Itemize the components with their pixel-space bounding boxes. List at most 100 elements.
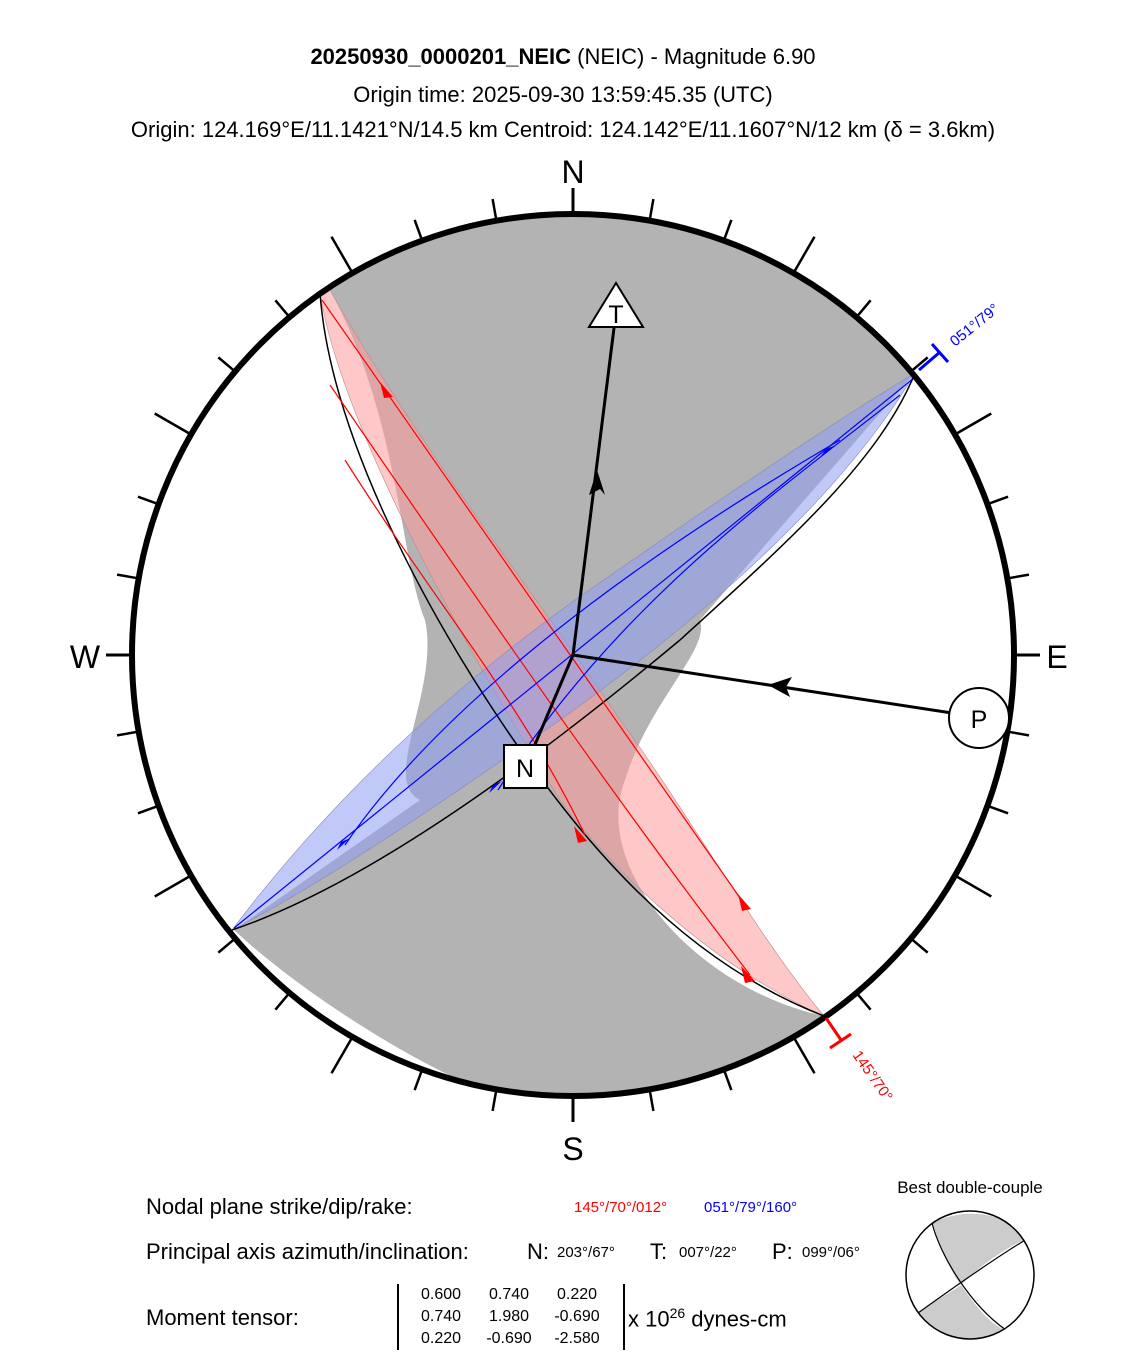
t-axis-row-label: T: bbox=[650, 1239, 668, 1264]
plane2-slip-arrow-3 bbox=[337, 838, 350, 850]
mt-row: 0.600 0.740 0.220 bbox=[399, 1286, 623, 1307]
moment-tensor-matrix: 0.600 0.740 0.220 0.740 1.980 -0.690 0.2… bbox=[397, 1284, 625, 1350]
n-axis-box bbox=[503, 744, 548, 789]
azimuth-tick bbox=[855, 992, 872, 1011]
nodal-plane-red-value: 145°/70°/012° bbox=[574, 1199, 668, 1216]
plane1-nodal-line bbox=[319, 292, 825, 1017]
plane2-nodal-line bbox=[231, 372, 916, 931]
azimuth-tick bbox=[330, 1036, 354, 1074]
azimuth-tick bbox=[986, 804, 1009, 815]
azimuth-tick bbox=[137, 804, 160, 815]
azimuth-tick bbox=[154, 874, 192, 898]
nodal-plane-label: Nodal plane strike/dip/rake: bbox=[146, 1194, 413, 1219]
azimuth-tick bbox=[855, 299, 872, 318]
bdc-plane1 bbox=[931, 1222, 1007, 1331]
azimuth-tick bbox=[722, 1068, 733, 1091]
n-axis-value: 203°/67° bbox=[557, 1244, 615, 1261]
event-id: 20250930_0000201_NEIC bbox=[310, 44, 571, 69]
mt-cell: 1.980 bbox=[488, 1308, 530, 1325]
p-axis-label: P bbox=[971, 706, 988, 734]
origin-centroid-location: Origin: 124.169°E/11.1421°N/14.5 km Cent… bbox=[130, 117, 996, 142]
azimuth-tick bbox=[274, 992, 291, 1011]
azimuth-tick bbox=[910, 937, 929, 954]
t-axis-arrowhead bbox=[589, 470, 605, 495]
mt-cell: 0.600 bbox=[420, 1286, 462, 1303]
mt-cell: 0.740 bbox=[420, 1308, 462, 1325]
azimuth-tick bbox=[116, 573, 139, 580]
plane1-slip-arrow-2 bbox=[574, 826, 587, 843]
mt-cell: 0.220 bbox=[420, 1330, 462, 1347]
compass-north: N bbox=[561, 154, 584, 190]
plane2-blue-arc-c bbox=[344, 439, 841, 846]
plane2-strike-bar bbox=[930, 343, 950, 363]
azimuth-tick bbox=[792, 236, 816, 274]
bdc-compression-top bbox=[932, 1213, 1027, 1285]
azimuth-tick bbox=[954, 874, 992, 898]
azimuth-tick bbox=[137, 495, 160, 506]
plane1-strike-label: 145°/70° bbox=[849, 1048, 896, 1105]
moment-tensor-label: Moment tensor: bbox=[146, 1305, 299, 1330]
plane2-slip-arrow-2 bbox=[489, 781, 502, 793]
azimuth-tick bbox=[910, 356, 929, 373]
origin-time: Origin time: 2025-09-30 13:59:45.35 (UTC… bbox=[353, 82, 773, 107]
units-suffix: dynes-cm bbox=[685, 1306, 787, 1332]
azimuth-tick bbox=[954, 412, 992, 436]
azimuth-tick bbox=[986, 495, 1009, 506]
azimuth-tick bbox=[491, 1089, 498, 1112]
units-exponent: 26 bbox=[669, 1305, 686, 1321]
azimuth-tick bbox=[792, 1036, 816, 1074]
plane2-strike-tick bbox=[918, 350, 941, 372]
azimuth-tick bbox=[1007, 573, 1030, 580]
units-prefix: x 10 bbox=[628, 1306, 670, 1332]
n-axis-label: N bbox=[516, 755, 534, 783]
stereonet-boundary bbox=[129, 211, 1017, 1099]
n-axis-row-label: N: bbox=[527, 1239, 549, 1264]
azimuth-tick bbox=[217, 356, 236, 373]
plane1-slip-arrow-3 bbox=[738, 894, 751, 911]
plane1-red-arc-b bbox=[329, 384, 751, 976]
plane1-strike-tick bbox=[824, 1017, 843, 1041]
event-title: 20250930_0000201_NEIC (NEIC) - Magnitude… bbox=[0, 44, 1126, 70]
moment-tensor-units: x 1026 dynes-cm bbox=[628, 1305, 787, 1332]
plane1-slip-arrow-1 bbox=[380, 382, 393, 398]
n-axis-marker: N bbox=[503, 744, 548, 789]
mt-cell: -0.690 bbox=[486, 1330, 532, 1347]
azimuth-tick bbox=[330, 236, 354, 274]
plane1-strike-marker: 145°/70° bbox=[824, 1017, 896, 1105]
mt-cell: -2.580 bbox=[554, 1330, 600, 1347]
mt-row: 0.740 1.980 -0.690 bbox=[399, 1308, 623, 1329]
principal-axis-label: Principal axis azimuth/inclination: bbox=[146, 1239, 469, 1264]
plane1-red-arc-a bbox=[321, 299, 746, 906]
best-double-couple-beachball bbox=[905, 1210, 1035, 1340]
plane2-strike-marker: 051°/79° bbox=[918, 300, 1003, 372]
azimuth-tick bbox=[722, 219, 733, 242]
plane2-strike-label: 051°/79° bbox=[947, 300, 1003, 350]
mt-cell: 0.220 bbox=[556, 1286, 598, 1303]
azimuth-ticks bbox=[106, 188, 1040, 1122]
best-double-couple-title: Best double-couple bbox=[897, 1178, 1043, 1197]
compass-west: W bbox=[70, 639, 101, 675]
compass-south: S bbox=[562, 1131, 583, 1167]
p-axis-value: 099°/06° bbox=[802, 1244, 860, 1261]
plane1-strike-bar bbox=[829, 1032, 852, 1050]
azimuth-tick bbox=[1007, 730, 1030, 737]
t-axis-triangle bbox=[587, 281, 645, 328]
plane2-slip-arrow-1 bbox=[821, 445, 836, 456]
mt-cell: -0.690 bbox=[554, 1308, 600, 1325]
t-axis-label: T bbox=[608, 301, 623, 329]
event-agency-magnitude: (NEIC) - Magnitude 6.90 bbox=[571, 44, 816, 69]
p-axis-marker: P bbox=[948, 687, 1010, 749]
mt-row: 0.220 -0.690 -2.580 bbox=[399, 1330, 623, 1351]
mt-cell: 0.740 bbox=[488, 1286, 530, 1303]
p-axis-arrowhead bbox=[768, 677, 792, 697]
bdc-plane2 bbox=[917, 1238, 1028, 1314]
azimuth-tick bbox=[154, 412, 192, 436]
azimuth-tick bbox=[217, 937, 236, 954]
compass-east: E bbox=[1046, 639, 1067, 675]
azimuth-tick bbox=[116, 730, 139, 737]
azimuth-tick bbox=[413, 219, 424, 242]
p-axis-row-label: P: bbox=[772, 1239, 793, 1264]
azimuth-tick bbox=[648, 198, 655, 221]
bdc-compression-bottom bbox=[918, 1285, 1006, 1339]
azimuth-tick bbox=[491, 198, 498, 221]
